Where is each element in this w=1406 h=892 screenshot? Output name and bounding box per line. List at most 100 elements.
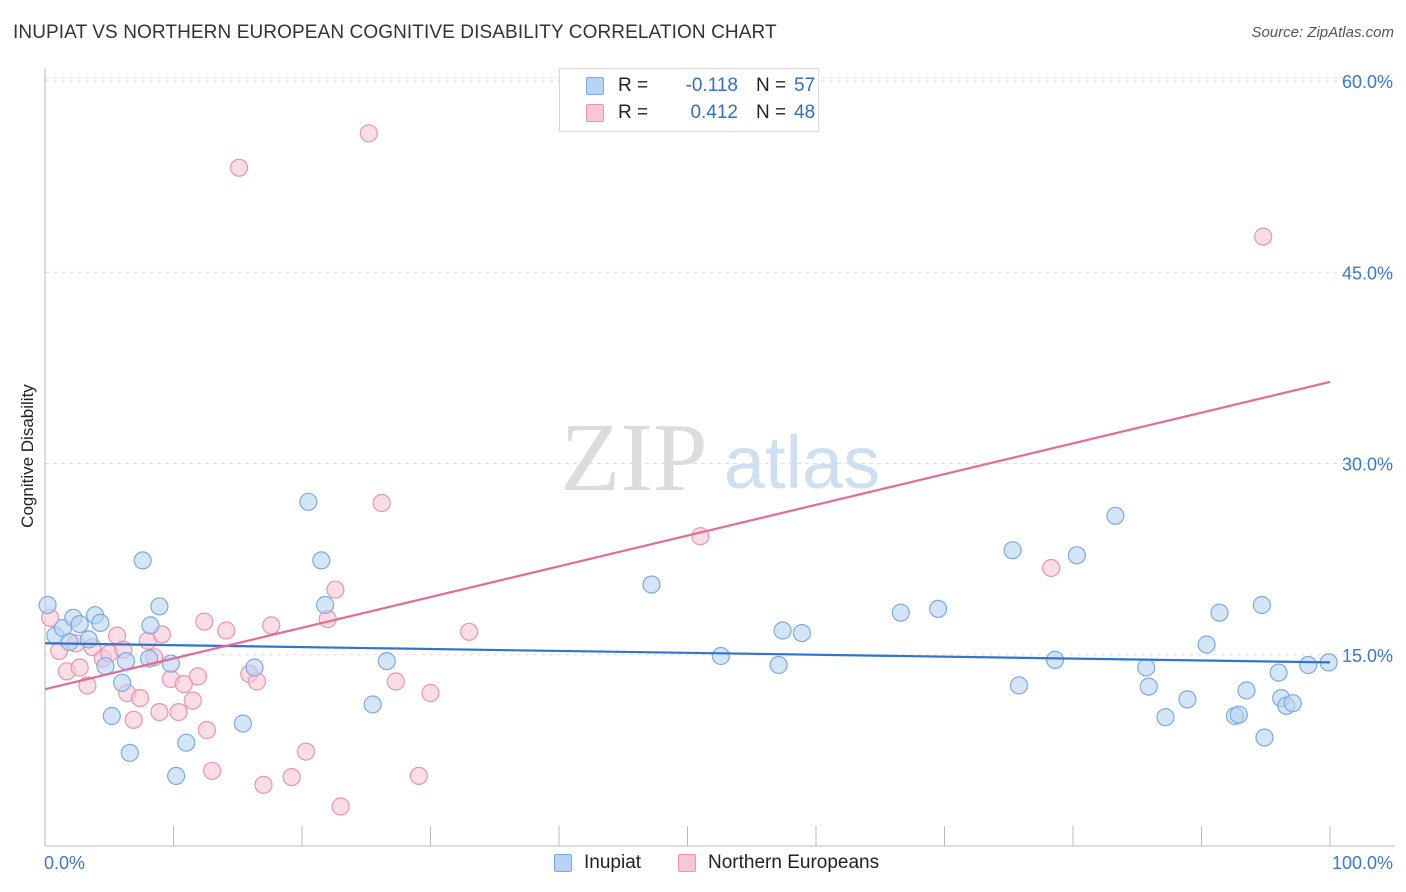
point-inupiat bbox=[1045, 650, 1065, 670]
legend-r-value: 0.412 bbox=[690, 102, 738, 123]
point-inupiat bbox=[116, 651, 136, 671]
point-inupiat bbox=[312, 551, 331, 570]
point-inupiat bbox=[150, 597, 169, 616]
point-northern bbox=[169, 702, 188, 722]
point-inupiat bbox=[377, 651, 396, 671]
point-inupiat bbox=[1269, 663, 1288, 682]
point-northern bbox=[296, 742, 315, 761]
point-inupiat bbox=[79, 630, 98, 649]
source-label: Source: ZipAtlas.com bbox=[1251, 24, 1394, 41]
point-inupiat bbox=[1229, 705, 1248, 724]
watermark-atlas: atlas bbox=[724, 421, 880, 504]
point-inupiat bbox=[38, 595, 57, 615]
point-inupiat bbox=[1252, 595, 1272, 615]
point-northern bbox=[1254, 227, 1273, 246]
point-northern bbox=[229, 158, 249, 177]
point-inupiat bbox=[167, 766, 186, 786]
point-northern bbox=[150, 702, 169, 722]
point-northern bbox=[183, 691, 202, 710]
legend-swatch-inupiat bbox=[586, 77, 604, 95]
point-inupiat bbox=[1106, 506, 1125, 525]
legend-n-value: 48 bbox=[794, 102, 816, 123]
chart-title: INUPIAT VS NORTHERN EUROPEAN COGNITIVE D… bbox=[13, 22, 777, 43]
legend-r-label: R = bbox=[618, 102, 649, 123]
legend-r-value: -0.118 bbox=[685, 75, 738, 96]
y-tick-label: 60.0% bbox=[1342, 72, 1393, 92]
point-inupiat bbox=[891, 603, 910, 622]
point-inupiat bbox=[112, 673, 132, 692]
point-northern bbox=[1042, 558, 1061, 578]
point-northern bbox=[217, 621, 236, 640]
point-northern bbox=[409, 766, 428, 786]
point-northern bbox=[386, 672, 405, 691]
point-inupiat bbox=[1003, 541, 1022, 560]
point-inupiat bbox=[1283, 694, 1302, 713]
point-northern bbox=[254, 775, 273, 794]
point-northern bbox=[282, 767, 301, 787]
point-inupiat bbox=[96, 657, 115, 676]
point-inupiat bbox=[120, 743, 139, 763]
point-inupiat bbox=[769, 655, 788, 675]
point-inupiat bbox=[91, 613, 110, 633]
point-inupiat bbox=[1009, 676, 1029, 695]
point-northern bbox=[460, 622, 479, 641]
legend-label-inupiat: Inupiat bbox=[584, 852, 642, 873]
point-northern bbox=[131, 688, 150, 708]
point-inupiat bbox=[1210, 603, 1229, 622]
series-legend: Inupiat Northern Europeans bbox=[0, 850, 1406, 880]
legend-label-northern: Northern Europeans bbox=[708, 852, 880, 873]
point-northern bbox=[197, 720, 216, 740]
point-northern bbox=[188, 667, 207, 686]
point-northern bbox=[326, 580, 345, 599]
point-northern bbox=[359, 124, 378, 143]
point-inupiat bbox=[233, 714, 252, 733]
x-tick-label-max: 100.0% bbox=[1332, 853, 1393, 873]
data-points bbox=[38, 124, 1338, 816]
point-inupiat bbox=[133, 551, 152, 570]
tick-labels: 15.0% 30.0% 45.0% 60.0% 0.0% 100.0% bbox=[44, 72, 1393, 873]
trend-line-inupiat bbox=[44, 642, 1331, 664]
point-northern bbox=[174, 674, 193, 694]
point-inupiat bbox=[177, 733, 196, 752]
x-tick-label-min: 0.0% bbox=[44, 853, 85, 873]
axes bbox=[44, 68, 1395, 847]
point-inupiat bbox=[60, 632, 79, 652]
point-inupiat bbox=[102, 706, 121, 726]
point-northern bbox=[195, 612, 214, 631]
point-inupiat bbox=[1139, 677, 1158, 696]
y-tick-label: 30.0% bbox=[1342, 455, 1393, 475]
point-northern bbox=[372, 493, 391, 513]
point-northern bbox=[421, 683, 440, 703]
point-inupiat bbox=[141, 616, 160, 635]
point-inupiat bbox=[1237, 681, 1256, 700]
legend-n-label: N = bbox=[756, 75, 787, 96]
point-inupiat bbox=[70, 614, 89, 634]
point-inupiat bbox=[1255, 728, 1274, 747]
point-northern bbox=[124, 710, 143, 729]
point-northern bbox=[331, 797, 350, 816]
point-inupiat bbox=[642, 575, 661, 594]
trend-line-northern bbox=[44, 380, 1331, 691]
legend-swatch-northern bbox=[678, 854, 696, 872]
point-inupiat bbox=[1299, 655, 1318, 675]
point-inupiat bbox=[1197, 635, 1216, 654]
point-inupiat bbox=[1067, 546, 1087, 565]
point-inupiat bbox=[1137, 658, 1156, 677]
point-northern bbox=[70, 658, 89, 677]
trend-lines bbox=[44, 380, 1331, 691]
point-northern bbox=[262, 616, 281, 635]
point-inupiat bbox=[1156, 708, 1175, 727]
legend-r-label: R = bbox=[618, 75, 649, 96]
point-inupiat bbox=[363, 695, 382, 714]
point-inupiat bbox=[928, 599, 948, 619]
point-inupiat bbox=[711, 646, 731, 666]
point-inupiat bbox=[299, 492, 318, 511]
point-inupiat bbox=[316, 595, 335, 615]
point-inupiat bbox=[773, 621, 792, 640]
point-inupiat bbox=[245, 658, 264, 677]
point-inupiat bbox=[1178, 690, 1197, 709]
legend-n-label: N = bbox=[756, 102, 787, 123]
y-tick-label: 45.0% bbox=[1342, 263, 1393, 283]
legend-swatch-inupiat bbox=[554, 854, 572, 872]
y-tick-label: 15.0% bbox=[1342, 646, 1393, 666]
